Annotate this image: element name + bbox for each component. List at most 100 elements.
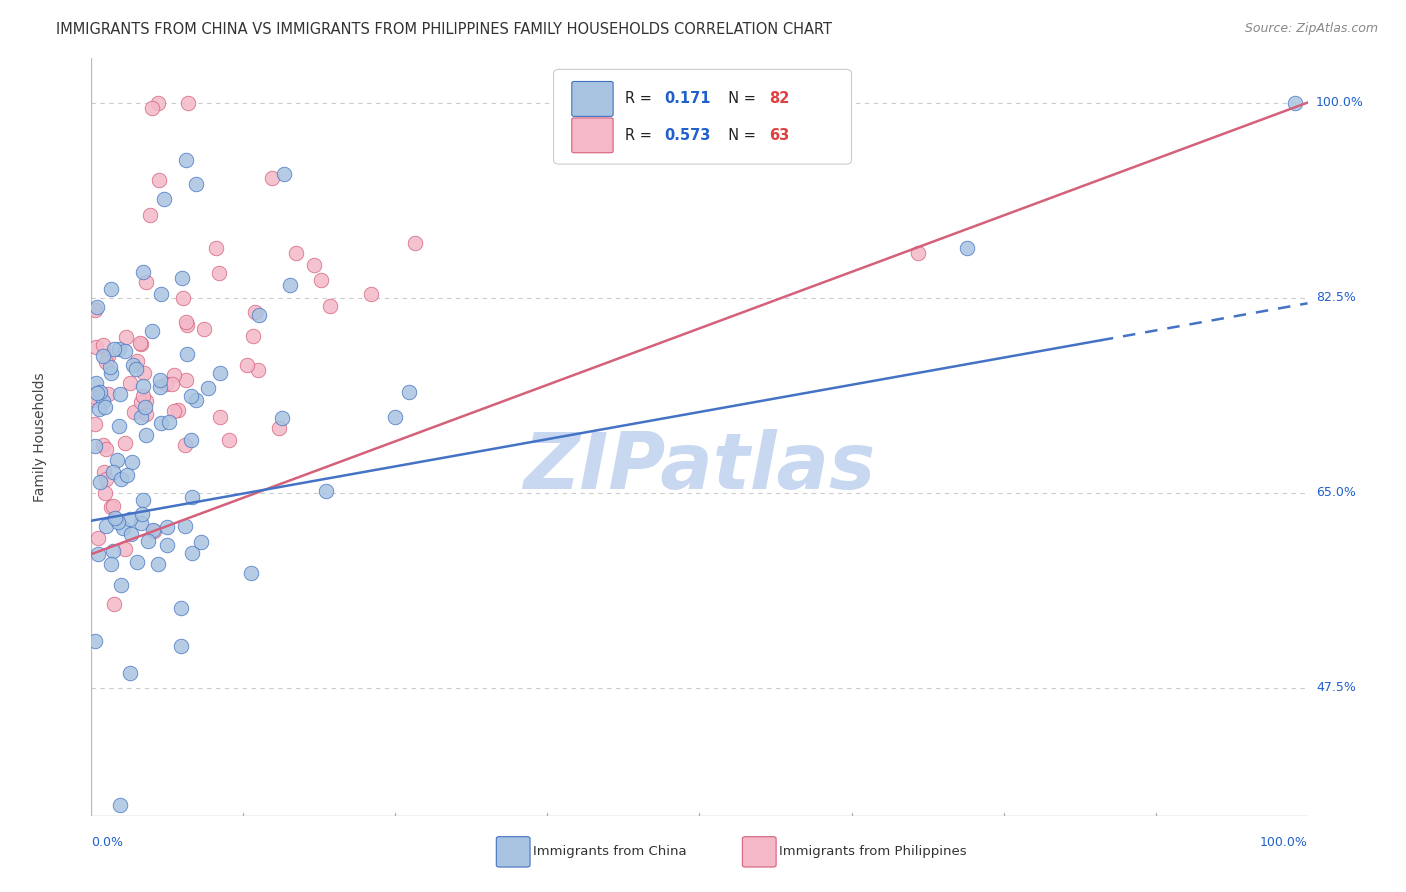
Text: 63: 63 bbox=[769, 128, 789, 143]
Point bbox=[125, 361, 148, 376]
Point bbox=[84, 417, 107, 432]
Point bbox=[97, 386, 120, 401]
Point bbox=[132, 493, 155, 508]
Point bbox=[108, 342, 131, 356]
Point bbox=[104, 511, 127, 525]
Point bbox=[278, 278, 301, 293]
Point bbox=[84, 376, 107, 390]
Point bbox=[247, 363, 270, 377]
Text: 82: 82 bbox=[769, 91, 789, 106]
Point bbox=[91, 438, 114, 452]
Point bbox=[97, 349, 120, 363]
Point bbox=[94, 442, 117, 456]
Point bbox=[131, 507, 153, 521]
Point bbox=[84, 393, 107, 408]
Point bbox=[138, 208, 160, 222]
Point bbox=[150, 286, 173, 301]
Point bbox=[193, 321, 215, 335]
Point bbox=[267, 421, 290, 435]
Point bbox=[98, 359, 121, 374]
Point bbox=[129, 336, 152, 351]
Point bbox=[103, 597, 125, 611]
Point bbox=[84, 390, 107, 404]
Point bbox=[319, 300, 342, 314]
Point bbox=[84, 340, 107, 354]
Text: 0.0%: 0.0% bbox=[91, 837, 124, 849]
FancyBboxPatch shape bbox=[572, 118, 613, 153]
Point bbox=[108, 797, 131, 812]
Point bbox=[101, 465, 124, 479]
Point bbox=[907, 246, 929, 260]
Point bbox=[176, 347, 198, 361]
Text: 82.5%: 82.5% bbox=[1316, 291, 1355, 304]
Point bbox=[167, 402, 190, 417]
Point bbox=[184, 393, 207, 408]
Point bbox=[190, 534, 212, 549]
Point bbox=[94, 355, 117, 369]
Point bbox=[129, 395, 152, 409]
Point bbox=[118, 376, 141, 390]
Point bbox=[132, 389, 155, 403]
Point bbox=[129, 516, 152, 530]
Point bbox=[111, 520, 134, 534]
Point bbox=[398, 384, 420, 399]
Point bbox=[125, 354, 148, 368]
Point bbox=[247, 308, 270, 322]
Point bbox=[132, 265, 155, 279]
Point bbox=[114, 344, 136, 359]
Point bbox=[956, 240, 979, 254]
Point bbox=[155, 376, 177, 391]
Point bbox=[114, 541, 136, 556]
Text: 47.5%: 47.5% bbox=[1316, 681, 1355, 695]
Point bbox=[110, 472, 132, 486]
Point bbox=[242, 329, 264, 343]
Text: 100.0%: 100.0% bbox=[1260, 837, 1308, 849]
Point bbox=[89, 384, 111, 399]
Point bbox=[100, 558, 122, 572]
Point bbox=[149, 372, 172, 386]
Point bbox=[311, 273, 333, 287]
Point bbox=[208, 266, 231, 280]
Point bbox=[122, 405, 145, 419]
Point bbox=[89, 402, 111, 417]
Point bbox=[285, 246, 308, 260]
Point bbox=[148, 379, 170, 393]
Point bbox=[360, 286, 382, 301]
Point bbox=[125, 555, 148, 569]
Point bbox=[91, 338, 114, 352]
Point bbox=[134, 401, 156, 415]
Text: N =: N = bbox=[718, 91, 761, 106]
Text: 100.0%: 100.0% bbox=[1316, 96, 1364, 109]
Point bbox=[107, 515, 129, 529]
Point bbox=[197, 381, 219, 395]
Point bbox=[120, 526, 142, 541]
Text: 65.0%: 65.0% bbox=[1316, 486, 1355, 500]
Point bbox=[91, 393, 114, 408]
Point bbox=[135, 275, 157, 289]
Point bbox=[129, 409, 152, 424]
Point bbox=[110, 578, 132, 592]
Point bbox=[172, 291, 194, 305]
Point bbox=[205, 241, 228, 255]
Point bbox=[170, 271, 193, 285]
Point bbox=[105, 453, 128, 467]
Point bbox=[174, 315, 197, 329]
Text: R =: R = bbox=[626, 128, 657, 143]
Point bbox=[260, 170, 283, 185]
Point bbox=[94, 400, 117, 414]
Point bbox=[101, 543, 124, 558]
Point bbox=[143, 524, 166, 538]
Point bbox=[141, 324, 163, 338]
Point bbox=[181, 546, 204, 560]
Point bbox=[132, 379, 155, 393]
Point bbox=[114, 330, 136, 344]
Point bbox=[176, 95, 198, 110]
Point bbox=[108, 387, 131, 401]
Point bbox=[108, 419, 131, 434]
Point bbox=[135, 428, 157, 442]
Text: N =: N = bbox=[718, 128, 761, 143]
Point bbox=[142, 523, 165, 537]
Point bbox=[100, 500, 122, 515]
Point bbox=[84, 634, 107, 648]
Point bbox=[239, 566, 262, 581]
